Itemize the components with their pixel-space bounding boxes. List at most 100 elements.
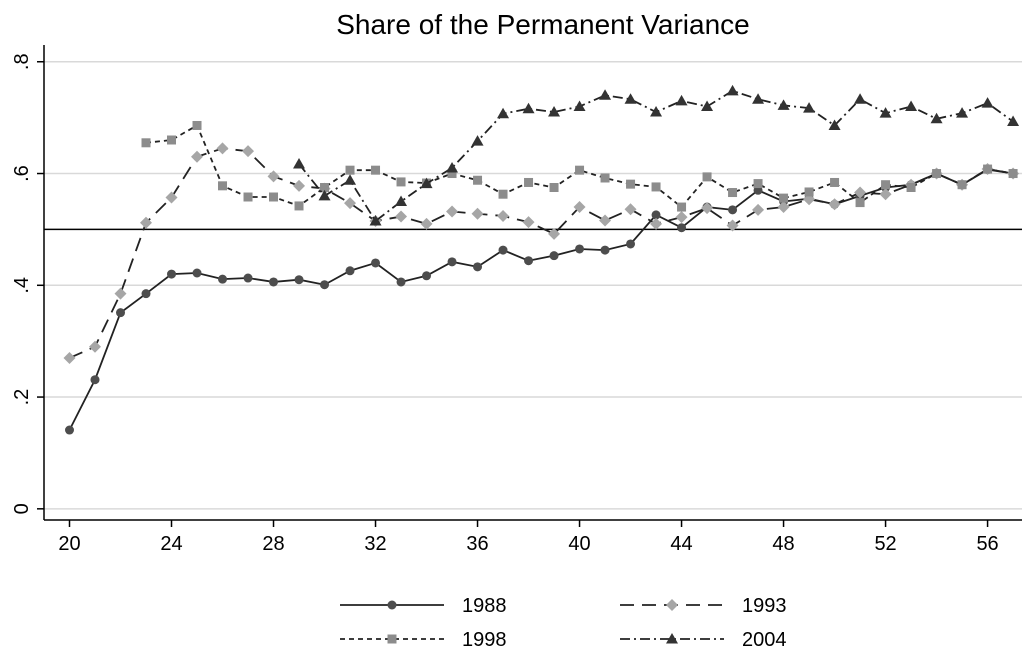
marker [216,142,229,155]
legend-label: 2004 [742,629,787,651]
marker [624,203,637,216]
marker [396,277,406,287]
y-tick-label: .8 [11,53,33,70]
marker [524,256,534,266]
legend-item: 1998 [340,629,507,651]
x-tick-label: 56 [976,533,998,555]
y-tick-label: .6 [11,165,33,182]
marker [191,150,204,163]
series-line [69,147,1014,359]
marker [293,158,306,169]
marker [243,273,253,283]
marker [320,280,330,290]
marker [855,198,865,208]
chart-title: Share of the Permanent Variance [336,9,750,40]
legend-label: 1988 [462,595,507,617]
marker [65,425,75,435]
marker [167,135,177,145]
marker [242,145,255,158]
marker [573,100,586,111]
marker [779,193,789,203]
marker [600,173,610,183]
marker [387,634,397,644]
x-tick-label: 28 [262,533,284,555]
marker [549,183,559,192]
marker [701,202,714,215]
marker [651,182,661,192]
marker [165,191,178,204]
marker [701,100,714,111]
marker [371,258,381,268]
marker [728,188,738,198]
marker [422,271,432,281]
marker [830,177,840,187]
marker [116,308,126,318]
marker [446,161,459,173]
marker [320,183,330,192]
marker [804,187,814,197]
legend-label: 1998 [462,629,507,651]
marker [956,107,969,118]
marker [548,227,561,240]
marker [420,177,433,189]
marker [777,99,790,110]
marker [650,106,663,117]
marker [753,179,763,189]
x-tick-label: 32 [364,533,386,555]
marker [345,266,355,276]
marker [854,186,867,199]
marker [930,112,943,124]
x-tick-label: 52 [874,533,896,555]
marker [1008,169,1018,179]
marker [600,245,610,255]
x-tick-label: 36 [466,533,488,555]
marker [447,257,457,267]
marker [218,274,228,284]
marker [63,351,76,364]
marker [269,192,279,202]
marker [626,239,636,249]
marker [957,180,967,190]
marker [396,177,406,187]
marker [344,174,357,185]
marker [90,375,100,385]
x-tick-label: 44 [670,533,692,555]
marker [267,170,280,183]
legend-item: 2004 [620,629,787,651]
marker [141,138,151,148]
marker [728,205,738,215]
marker [218,181,228,191]
marker [777,201,790,214]
marker [905,100,918,111]
marker [371,165,381,175]
marker [573,201,586,214]
marker [752,203,765,216]
marker [981,97,994,108]
legend-item: 1993 [620,595,787,617]
marker [906,183,916,192]
marker [294,275,304,285]
marker [497,107,510,119]
marker [114,287,127,300]
marker [141,289,151,299]
marker [269,277,279,287]
x-tick-label: 20 [58,533,80,555]
marker [473,175,483,185]
marker [318,189,331,201]
marker [549,251,559,261]
marker [293,179,306,192]
marker [548,106,561,117]
marker [726,84,739,96]
marker [1007,115,1020,127]
marker [651,210,661,220]
marker [626,179,636,189]
marker [599,89,612,100]
marker [879,107,892,118]
marker [243,192,253,202]
marker [345,165,355,175]
marker [666,599,678,611]
marker [473,262,483,272]
marker [624,93,637,104]
marker [89,340,102,353]
